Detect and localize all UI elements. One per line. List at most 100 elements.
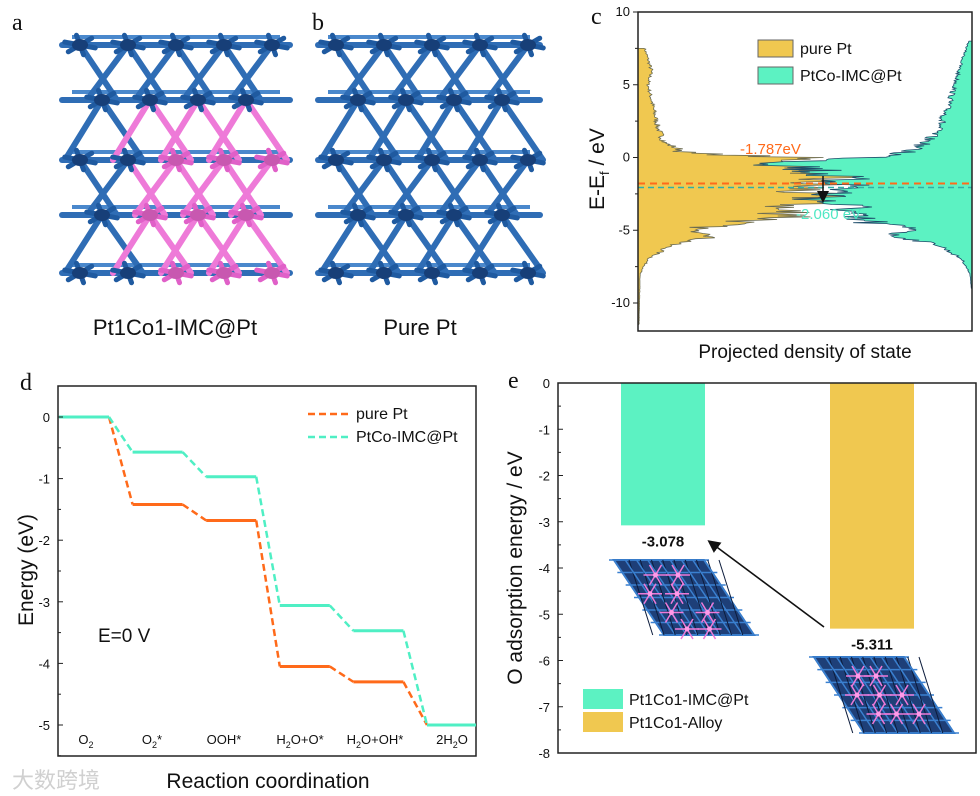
co-atom [894, 711, 899, 717]
co-atom [705, 610, 710, 615]
y-tick-label: -2 [38, 533, 50, 548]
lattice-rod [429, 157, 472, 218]
potential-annotation: E=0 V [98, 626, 151, 647]
caption-b: Pure Pt [383, 315, 456, 340]
lattice-rod [110, 212, 153, 276]
lattice-rod [477, 42, 520, 103]
lattice-atom [350, 209, 366, 221]
lattice-atom [376, 267, 392, 279]
category-label: H2O+O* [276, 732, 323, 750]
lattice-rod [125, 157, 168, 218]
lattice-rod [388, 157, 435, 218]
y-tick-label: -4 [538, 561, 550, 576]
lattice-rod [173, 157, 216, 218]
lattice-rod [403, 97, 450, 163]
alloy-surface-inset [809, 656, 959, 734]
legend-label-pure-pt: pure Pt [800, 41, 852, 58]
y-tick-label: -5 [538, 607, 550, 622]
y-tick-label: -4 [38, 656, 50, 671]
y-tick-label: 10 [616, 4, 630, 19]
lattice-rod [206, 212, 249, 276]
lattice-atom [238, 209, 254, 221]
lattice-structure-b [315, 32, 546, 286]
pdos-area-ptco [753, 40, 973, 290]
lattice-rod [77, 157, 120, 218]
legend-swatch-pure-pt [757, 39, 794, 58]
y-tick-label: -7 [538, 700, 550, 715]
lattice-rod [221, 42, 264, 103]
y-tick-label: -3 [538, 515, 550, 530]
pdos-frame [637, 11, 973, 332]
co-atom [675, 572, 681, 578]
lattice-rod [451, 97, 498, 163]
lattice-atom [494, 94, 510, 106]
annotation-pure-pt-center: -1.787eV [740, 141, 801, 158]
lattice-rod [318, 212, 361, 276]
lattice-rod [318, 97, 361, 163]
lattice-atom [520, 267, 536, 279]
bar-y-axis-label: O adsorption energy / eV [504, 451, 527, 684]
lattice-atom [264, 154, 280, 166]
legend-label-pure-pt-d: pure Pt [356, 406, 408, 423]
surface-bond [718, 559, 744, 636]
category-label: OOH* [207, 732, 242, 747]
bar-legend: Pt1Co1-IMC@Pt Pt1Co1-Alloy [583, 689, 749, 732]
lattice-rod [333, 157, 376, 218]
lattice-atom [72, 39, 88, 51]
surface-bond [635, 559, 688, 636]
panel-label-a: a [12, 10, 23, 36]
legend-label-alloy: Pt1Co1-Alloy [629, 715, 722, 732]
energy-connector-pure-pt [329, 665, 355, 683]
lattice-atom [94, 94, 110, 106]
lattice-atom [472, 267, 488, 279]
lattice-atom [376, 39, 392, 51]
lattice-rod [403, 212, 450, 276]
legend-swatch-imc [583, 689, 623, 709]
lattice-atom [424, 154, 440, 166]
lattice-rod [414, 212, 457, 276]
lattice-rod [388, 42, 435, 103]
surface-bond [647, 559, 699, 636]
lattice-rod [110, 97, 153, 163]
lattice-rod [228, 42, 275, 103]
co-atom [669, 610, 674, 615]
lattice-atom [446, 209, 462, 221]
legend-label-ptco-d: PtCo-IMC@Pt [356, 429, 458, 446]
lattice-rod [221, 157, 264, 218]
lattice-atom [472, 39, 488, 51]
energy-legend: pure Pt PtCo-IMC@Pt [308, 406, 458, 446]
lattice-rod [499, 97, 546, 163]
lattice-rod [451, 212, 498, 276]
watermark: 大数跨境 [12, 769, 100, 794]
lattice-rod [436, 42, 483, 103]
y-tick-label: -6 [538, 654, 550, 669]
lattice-structure-a [59, 32, 293, 286]
y-tick-label: -1 [538, 422, 550, 437]
lattice-rod [355, 97, 402, 163]
surface-bond [692, 559, 744, 636]
y-tick-label: -8 [538, 746, 550, 761]
lattice-atom [350, 94, 366, 106]
lattice-atom [238, 94, 254, 106]
y-tick-label: 0 [43, 410, 50, 425]
lattice-rod [366, 97, 409, 163]
lattice-rod [381, 157, 424, 218]
lattice-atom [216, 267, 232, 279]
lattice-rod [84, 42, 131, 103]
surface-bond [918, 656, 944, 734]
imc-surface-inset [609, 559, 759, 640]
lattice-rod [355, 212, 402, 276]
lattice-atom [216, 154, 232, 166]
surface-bond [613, 559, 665, 636]
lattice-atom [264, 267, 280, 279]
lattice-atom [72, 154, 88, 166]
lattice-atom [142, 209, 158, 221]
panel-label-c: c [591, 4, 602, 30]
pdos-x-axis-label: Projected density of state [698, 342, 911, 363]
lattice-atom [446, 94, 462, 106]
lattice-rod [462, 97, 505, 163]
lattice-rod [132, 42, 179, 103]
lattice-atom [398, 209, 414, 221]
lattice-atom [424, 267, 440, 279]
